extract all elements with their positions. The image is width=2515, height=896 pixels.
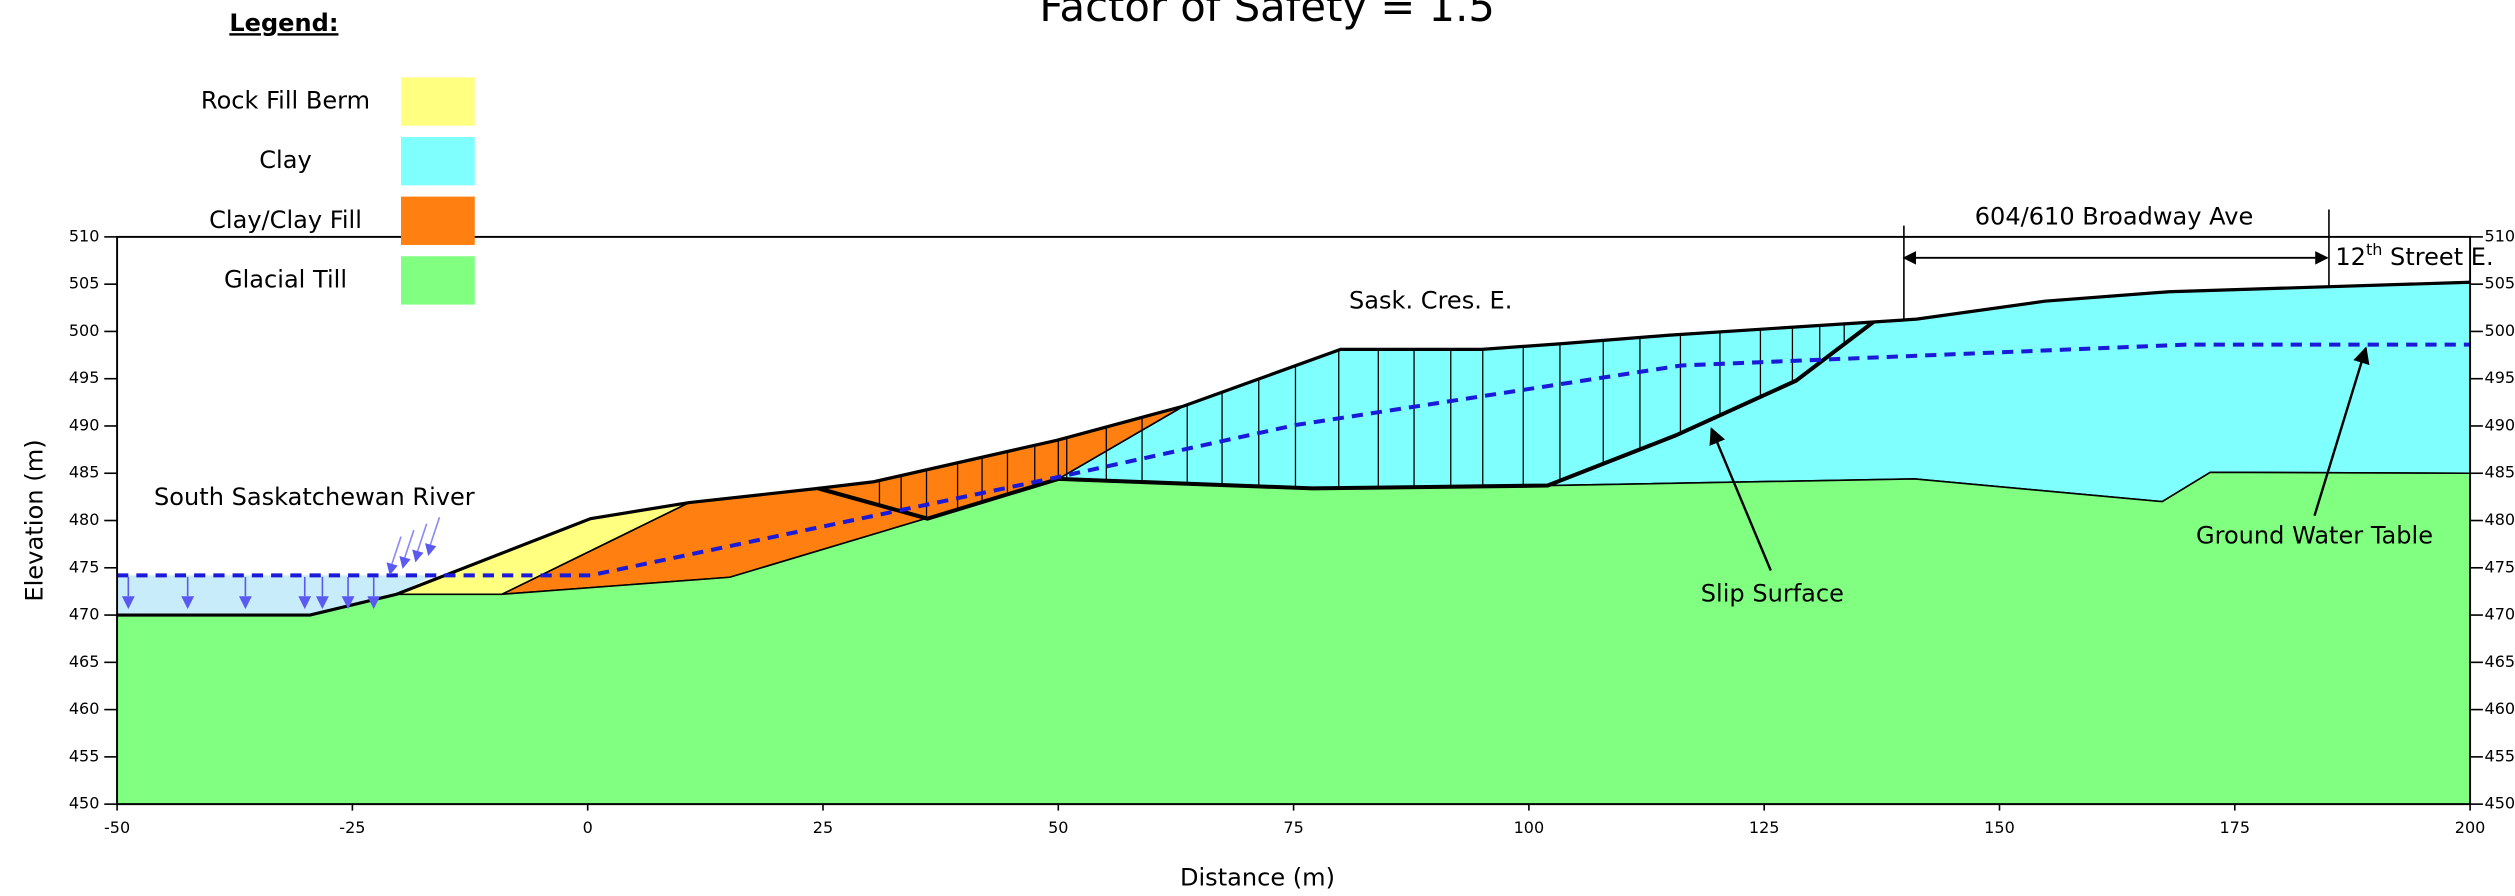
water-arrow-head (386, 562, 398, 576)
y-tick-label: 480 (69, 510, 100, 529)
legend-swatch (400, 77, 475, 126)
y-tick-label: 505 (69, 274, 100, 293)
water-arrow-head (412, 549, 424, 563)
y2-tick-label: 505 (2485, 274, 2515, 293)
legend-label: Glacial Till (224, 265, 347, 293)
pointer-arrow (2313, 346, 2370, 517)
legend-label: Rock Fill Berm (201, 86, 370, 114)
water-arrow-head (181, 596, 195, 610)
annotation: Slip Surface (1701, 580, 1844, 608)
x-axis-label: Distance (m) (1180, 863, 1335, 891)
annotation: 12th Street E. (2335, 239, 2493, 271)
y2-tick-label: 460 (2485, 699, 2515, 718)
y2-tick-label: 495 (2485, 368, 2515, 387)
water-arrow-head (367, 596, 381, 610)
y-tick-label: 460 (69, 699, 100, 718)
y2-tick-label: 455 (2485, 746, 2515, 765)
y2-tick-label: 480 (2485, 510, 2515, 529)
x-tick-label: -25 (339, 818, 365, 837)
y-tick-label: 490 (69, 415, 100, 434)
y-tick-label: 450 (69, 794, 100, 813)
y2-tick-label: 465 (2485, 652, 2515, 671)
x-tick-label: 175 (2219, 818, 2250, 837)
x-tick-label: 50 (1048, 818, 1068, 837)
y-tick-label: 475 (69, 557, 100, 576)
y-tick-label: 465 (69, 652, 100, 671)
annotation: South Saskatchewan River (154, 483, 475, 511)
y2-tick-label: 470 (2485, 605, 2515, 624)
water-arrow (429, 517, 441, 547)
water-arrow-head (298, 596, 312, 610)
y2-tick-label: 510 (2485, 226, 2515, 245)
water-arrow-head (341, 596, 355, 610)
y2-tick-label: 485 (2485, 463, 2515, 482)
y-tick-label: 500 (69, 321, 100, 340)
x-tick-label: 25 (813, 818, 833, 837)
annotation-part: Street E. (2382, 243, 2493, 271)
y-tick-label: 510 (69, 226, 100, 245)
y-tick-label: 455 (69, 746, 100, 765)
y-tick-label: 485 (69, 463, 100, 482)
water-arrow-head (425, 543, 437, 556)
y2-tick-label: 475 (2485, 557, 2515, 576)
y2-tick-label: 490 (2485, 415, 2515, 434)
pointer-arrow (1709, 427, 1772, 571)
y-tick-label: 495 (69, 368, 100, 387)
x-tick-label: 100 (1514, 818, 1545, 837)
river-water (117, 575, 434, 616)
annotation: 604/610 Broadway Ave (1975, 203, 2254, 231)
chart-title: Factor of Safety = 1.5 (1039, 0, 1494, 31)
y2-tick-label: 500 (2485, 321, 2515, 340)
water-arrow-head (399, 555, 411, 569)
legend-swatch (400, 136, 475, 186)
legend-swatch (400, 256, 475, 305)
water-arrow-head (315, 596, 329, 610)
water-arrow (403, 529, 415, 560)
annotation: Ground Water Table (2196, 522, 2433, 550)
annotation-part: th (2366, 239, 2382, 258)
legend-swatch (400, 196, 475, 245)
legend-label: Clay/Clay Fill (209, 206, 362, 234)
x-tick-label: 200 (2455, 818, 2486, 837)
water-arrow-head (121, 596, 135, 610)
y-axis-label: Elevation (m) (20, 439, 48, 601)
x-tick-label: 0 (583, 818, 593, 837)
water-arrow (390, 536, 402, 566)
x-tick-label: -50 (104, 818, 130, 837)
water-arrow-head (238, 596, 252, 610)
water-arrow (416, 523, 428, 554)
legend-label: Clay (259, 146, 311, 174)
slip-surface (817, 320, 1875, 521)
y-tick-label: 470 (69, 605, 100, 624)
x-tick-label: 150 (1984, 818, 2015, 837)
ground-surface (117, 280, 2471, 617)
annotation-part: 12 (2335, 243, 2366, 271)
ground-water-table (117, 342, 2471, 578)
x-tick-label: 125 (1749, 818, 1780, 837)
x-tick-label: 75 (1283, 818, 1303, 837)
y2-tick-label: 450 (2485, 794, 2515, 813)
annotation: Sask. Cres. E. (1349, 286, 1512, 314)
legend-title: Legend: (229, 9, 338, 37)
